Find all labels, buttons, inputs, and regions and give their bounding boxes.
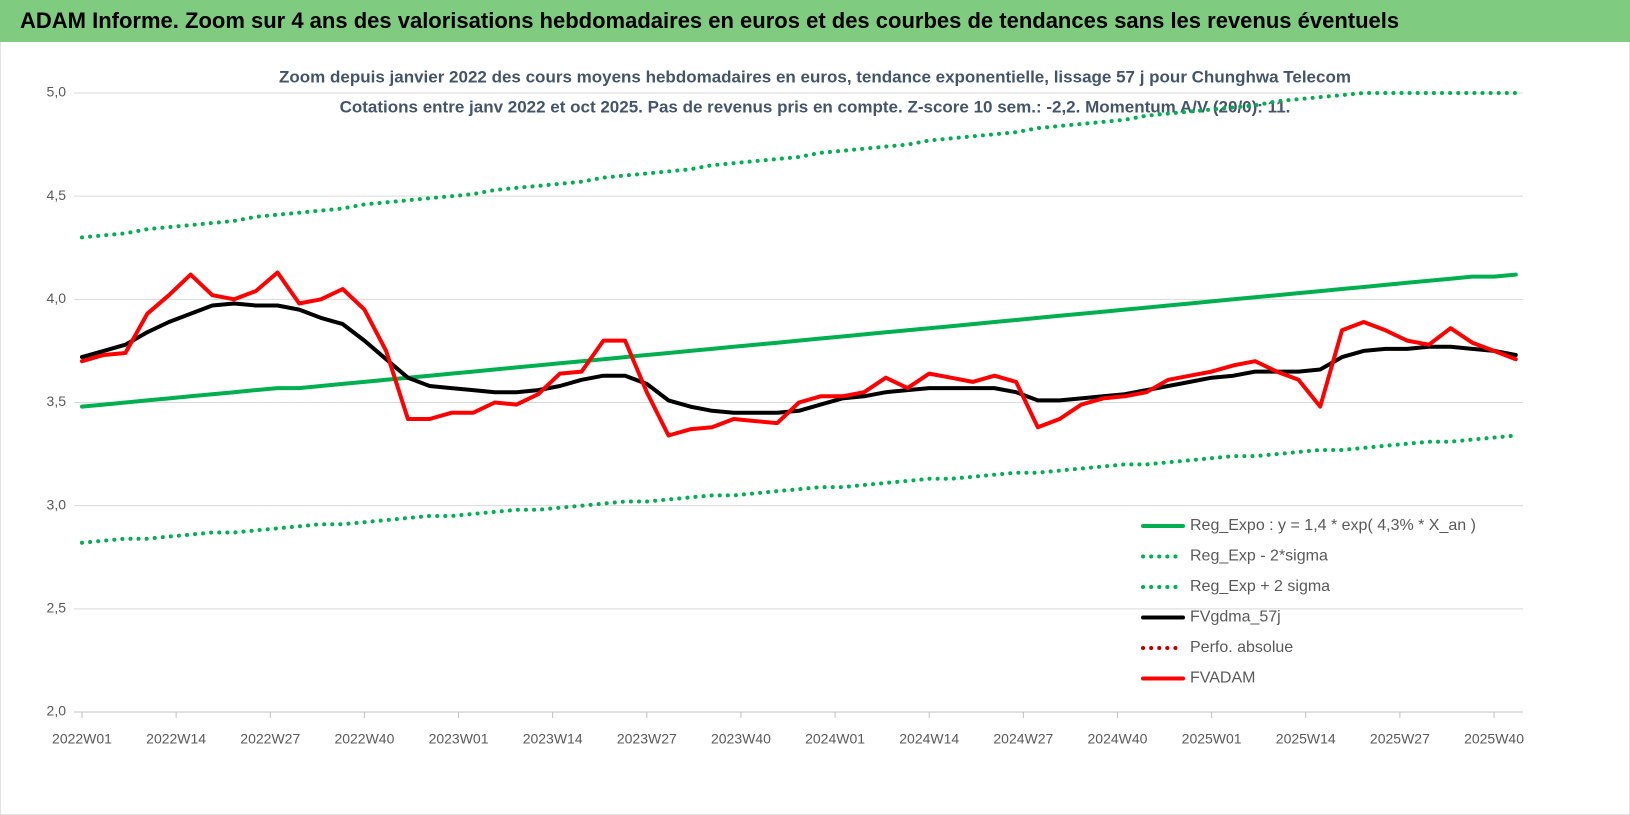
x-tick-label: 2023W40 <box>711 731 771 747</box>
y-tick-label: 3,5 <box>47 393 67 409</box>
x-tick-label: 2024W40 <box>1088 731 1148 747</box>
y-tick-label: 5,0 <box>47 84 67 100</box>
x-tick-label: 2024W27 <box>993 731 1053 747</box>
legend-label: FVgdma_57j <box>1190 609 1281 626</box>
header-title: ADAM Informe. Zoom sur 4 ans des valoris… <box>20 8 1399 33</box>
chart-title: Zoom depuis janvier 2022 des cours moyen… <box>279 67 1351 86</box>
y-tick-label: 2,0 <box>47 703 67 719</box>
x-tick-label: 2023W01 <box>429 731 489 747</box>
legend-label: Reg_Expo : y = 1,4 * exp( 4,3% * X_an ) <box>1190 517 1476 534</box>
series-line <box>80 270 1518 438</box>
header-bar <box>0 0 1630 42</box>
legend-label: Reg_Exp + 2 sigma <box>1190 578 1330 595</box>
x-tick-label: 2024W14 <box>899 731 959 747</box>
legend-label: Perfo. absolue <box>1190 639 1293 656</box>
x-tick-label: 2025W14 <box>1276 731 1336 747</box>
series-line <box>80 272 1518 409</box>
x-tick-label: 2023W27 <box>617 731 677 747</box>
x-tick-label: 2025W27 <box>1370 731 1430 747</box>
x-tick-label: 2022W40 <box>334 731 394 747</box>
y-tick-label: 3,0 <box>47 496 67 512</box>
x-tick-label: 2022W27 <box>240 731 300 747</box>
x-tick-label: 2022W01 <box>52 731 112 747</box>
x-tick-label: 2022W14 <box>146 731 206 747</box>
x-tick-label: 2025W01 <box>1182 731 1242 747</box>
chart-subtitle: Cotations entre janv 2022 et oct 2025. P… <box>340 97 1291 116</box>
series-line <box>80 433 1518 545</box>
x-tick-label: 2024W01 <box>805 731 865 747</box>
x-tick-label: 2023W14 <box>523 731 583 747</box>
y-tick-label: 4,5 <box>47 187 67 203</box>
legend-label: Reg_Exp - 2*sigma <box>1190 548 1328 565</box>
x-tick-label: 2025W40 <box>1464 731 1524 747</box>
legend-label: FVADAM <box>1190 670 1255 687</box>
y-tick-label: 4,0 <box>47 290 67 306</box>
y-tick-label: 2,5 <box>47 600 67 616</box>
series-line <box>80 91 1518 240</box>
